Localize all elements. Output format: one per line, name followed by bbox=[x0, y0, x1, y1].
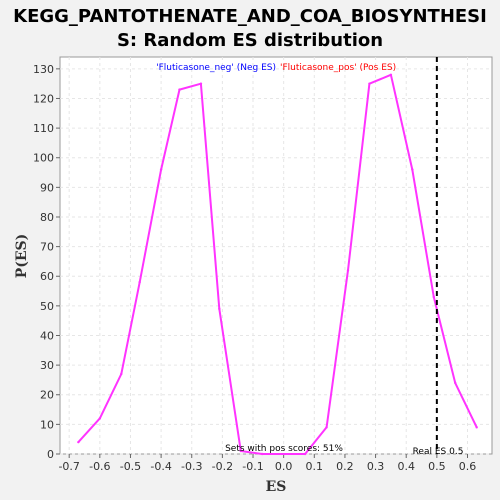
x-tick-label: 0.0 bbox=[275, 460, 293, 473]
plot-area bbox=[59, 56, 493, 455]
series-point bbox=[138, 280, 141, 284]
x-tick-label: -0.7 bbox=[58, 460, 79, 473]
chart-title-line-2: S: Random ES distribution bbox=[117, 30, 383, 51]
series-point bbox=[159, 168, 163, 171]
y-tick-label: 40 bbox=[40, 329, 54, 342]
series-point bbox=[303, 452, 307, 456]
pos-scores-label: Sets with pos scores: 51% bbox=[225, 444, 343, 454]
x-axis-label: ES bbox=[266, 479, 287, 495]
series-point bbox=[218, 307, 221, 311]
y-tick-label: 0 bbox=[47, 448, 54, 461]
x-tick-label: 0.3 bbox=[367, 460, 385, 473]
real-es-label: Real ES 0.5 bbox=[413, 447, 464, 457]
series-point bbox=[325, 426, 328, 429]
series-point bbox=[368, 82, 371, 85]
x-tick-label: -0.6 bbox=[89, 460, 110, 473]
x-tick-label: 0.5 bbox=[428, 460, 446, 473]
y-tick-label: 60 bbox=[40, 270, 54, 283]
y-tick-label: 100 bbox=[33, 152, 54, 165]
series-point bbox=[261, 452, 264, 456]
legend-neg: 'Fluticasone_neg' (Neg ES) bbox=[156, 63, 276, 73]
series-point bbox=[346, 269, 350, 272]
series-group bbox=[77, 73, 478, 456]
series-point bbox=[77, 440, 80, 444]
chart-title-line-1: KEGG_PANTOTHENATE_AND_COA_BIOSYNTHESI bbox=[13, 6, 487, 27]
x-tick-label: 0.6 bbox=[459, 460, 477, 473]
series-point bbox=[178, 88, 181, 91]
x-axis-ticks: -0.7 -0.6 -0.5 -0.4 -0.3 -0.2 -0.1 0.0 0.1 0.2 0.3… bbox=[58, 454, 476, 473]
legend-pos: 'Fluticasone_pos' (Pos ES) bbox=[280, 63, 396, 73]
x-tick-label: -0.1 bbox=[242, 460, 263, 473]
series-point bbox=[411, 168, 414, 171]
y-tick-label: 110 bbox=[33, 122, 54, 135]
x-tick-label: 0.4 bbox=[397, 460, 415, 473]
series-point bbox=[432, 295, 435, 299]
x-tick-label: -0.4 bbox=[150, 460, 171, 473]
series-point bbox=[475, 426, 478, 429]
y-tick-label: 130 bbox=[33, 63, 54, 76]
x-tick-label: 0.1 bbox=[306, 460, 324, 473]
series-point bbox=[98, 417, 102, 420]
grid bbox=[60, 57, 492, 455]
series-point bbox=[199, 82, 203, 85]
x-tick-label: -0.5 bbox=[120, 460, 141, 473]
y-axis-label: P(ES) bbox=[14, 234, 30, 279]
y-tick-label: 70 bbox=[40, 241, 54, 254]
series-point bbox=[389, 73, 393, 76]
y-tick-label: 120 bbox=[33, 92, 54, 105]
x-tick-label: 0.2 bbox=[336, 460, 354, 473]
series-point bbox=[239, 449, 242, 453]
y-tick-label: 10 bbox=[40, 418, 54, 431]
y-tick-label: 80 bbox=[40, 211, 54, 224]
x-tick-label: -0.2 bbox=[212, 460, 233, 473]
y-tick-label: 90 bbox=[40, 181, 54, 194]
y-axis-ticks: 0 10 20 30 40 50 60 70 80 90 100 110 120 130 bbox=[33, 63, 60, 461]
y-tick-label: 30 bbox=[40, 359, 54, 372]
series-point bbox=[454, 381, 457, 385]
x-tick-label: -0.3 bbox=[181, 460, 202, 473]
y-tick-label: 20 bbox=[40, 389, 54, 402]
series-point bbox=[120, 372, 123, 376]
y-tick-label: 50 bbox=[40, 300, 54, 313]
